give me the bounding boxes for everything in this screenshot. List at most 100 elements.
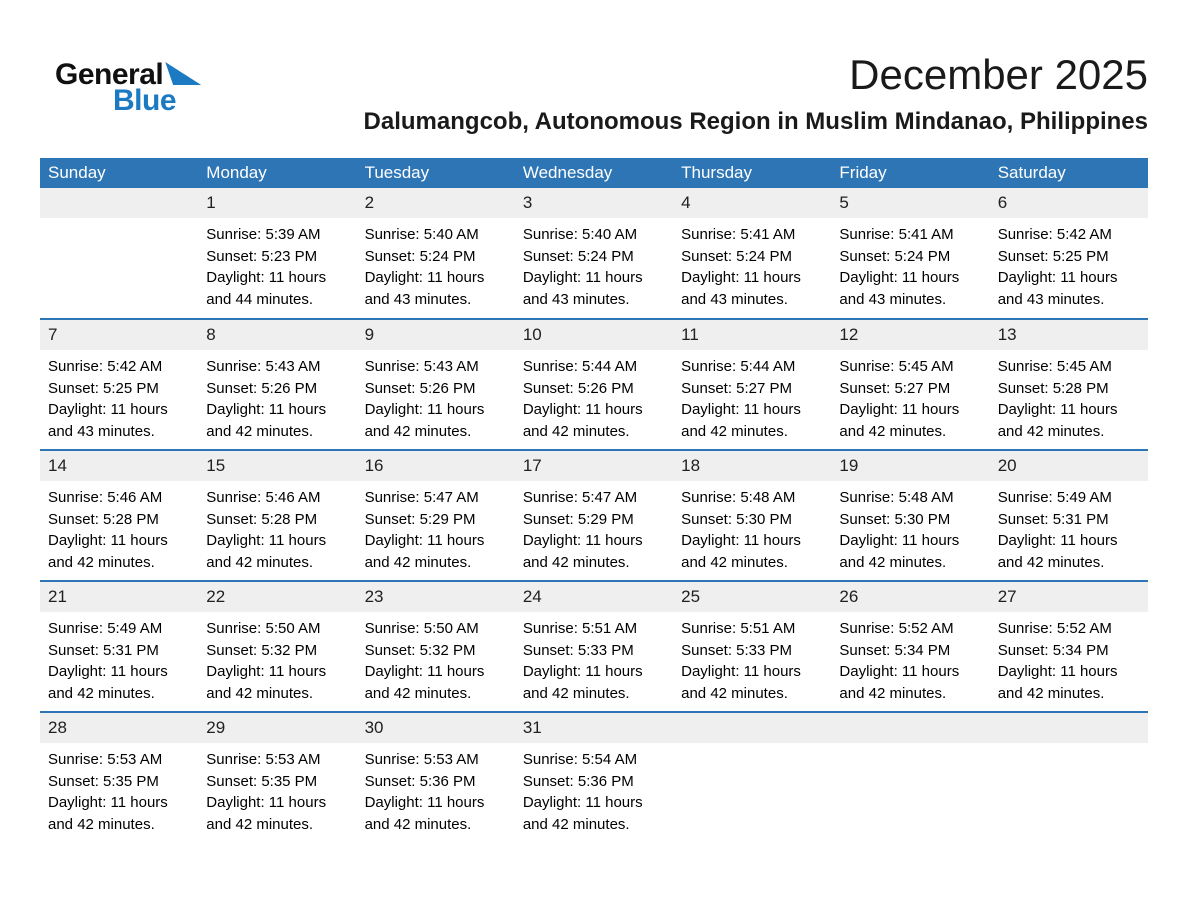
detail-line: Sunrise: 5:39 AM [206, 226, 321, 243]
day-number: 9 [356, 320, 515, 350]
day-cell: 5 Sunrise: 5:41 AM Sunset: 5:24 PM Daylight… [831, 188, 990, 319]
detail-line: Sunrise: 5:49 AM [997, 489, 1112, 506]
day-number: 7 [40, 320, 199, 350]
detail-line: and 42 minutes. [48, 815, 155, 833]
day-details: Sunrise: 5:43 AM Sunset: 5:26 PM Daylight:… [198, 350, 356, 442]
day-number: 5 [831, 188, 990, 218]
detail-line: and 42 minutes. [206, 553, 314, 571]
day-number: 4 [673, 188, 832, 218]
detail-line: Daylight: 11 hours [681, 532, 801, 549]
day-number: 23 [356, 582, 515, 612]
day-details: Sunrise: 5:42 AM Sunset: 5:25 PM Daylight:… [990, 218, 1148, 310]
day-details: Sunrise: 5:40 AM Sunset: 5:24 PM Daylight:… [515, 218, 673, 310]
detail-line: Sunset: 5:30 PM [839, 510, 951, 528]
detail-line: and 43 minutes. [997, 290, 1105, 308]
page-subtitle: Dalumangcob, Autonomous Region in Muslim… [363, 108, 1148, 136]
day-cell: 6 Sunrise: 5:42 AM Sunset: 5:25 PM Daylight… [989, 188, 1148, 319]
day-details: Sunrise: 5:46 AM Sunset: 5:28 PM Daylight:… [198, 481, 356, 573]
empty-day-cell [40, 188, 199, 319]
detail-line: Daylight: 11 hours [206, 401, 327, 418]
day-number: 17 [514, 451, 674, 481]
day-details: Sunrise: 5:49 AM Sunset: 5:31 PM Daylight:… [990, 481, 1148, 573]
detail-line: Sunrise: 5:51 AM [681, 620, 796, 637]
detail-line: Sunset: 5:25 PM [48, 379, 159, 397]
day-number: 24 [514, 582, 674, 612]
detail-line: Sunrise: 5:46 AM [48, 489, 163, 506]
detail-line: Sunrise: 5:40 AM [364, 226, 479, 243]
day-details: Sunrise: 5:46 AM Sunset: 5:28 PM Daylight:… [40, 481, 198, 573]
day-details: Sunrise: 5:41 AM Sunset: 5:24 PM Daylight:… [831, 218, 989, 310]
day-cell: 27 Sunrise: 5:52 AM Sunset: 5:34 PM Dayligh… [989, 581, 1148, 712]
detail-line: Sunset: 5:27 PM [681, 379, 793, 397]
day-details: Sunrise: 5:52 AM Sunset: 5:34 PM Daylight:… [831, 612, 989, 704]
detail-line: Sunrise: 5:42 AM [48, 358, 163, 375]
detail-line: Daylight: 11 hours [364, 401, 485, 418]
day-number: 25 [673, 582, 832, 612]
detail-line: Sunrise: 5:52 AM [997, 620, 1112, 637]
detail-line: and 42 minutes. [206, 815, 314, 833]
detail-line: Daylight: 11 hours [522, 794, 643, 811]
detail-line: and 42 minutes. [839, 422, 947, 440]
detail-line: Daylight: 11 hours [522, 269, 643, 286]
day-cell: 21 Sunrise: 5:49 AM Sunset: 5:31 PM Dayligh… [40, 581, 199, 712]
day-details: Sunrise: 5:42 AM Sunset: 5:25 PM Daylight:… [40, 350, 198, 442]
detail-line: Sunrise: 5:40 AM [522, 226, 638, 243]
day-cell: 17 Sunrise: 5:47 AM Sunset: 5:29 PM Dayligh… [514, 450, 674, 581]
detail-line: Daylight: 11 hours [839, 663, 960, 680]
detail-line: Sunset: 5:23 PM [206, 247, 318, 265]
day-details: Sunrise: 5:40 AM Sunset: 5:24 PM Daylight:… [357, 218, 515, 310]
day-details: Sunrise: 5:44 AM Sunset: 5:26 PM Daylight:… [515, 350, 673, 442]
day-details: Sunrise: 5:47 AM Sunset: 5:29 PM Daylight:… [515, 481, 673, 573]
detail-line: Sunrise: 5:53 AM [48, 751, 163, 768]
day-details: Sunrise: 5:50 AM Sunset: 5:32 PM Daylight:… [357, 612, 515, 704]
detail-line: Sunrise: 5:54 AM [522, 751, 638, 768]
day-cell: 16 Sunrise: 5:47 AM Sunset: 5:29 PM Dayligh… [356, 450, 515, 581]
day-details: Sunrise: 5:48 AM Sunset: 5:30 PM Daylight:… [673, 481, 831, 573]
day-number: 31 [514, 713, 674, 743]
detail-line: Daylight: 11 hours [364, 532, 485, 549]
day-details: Sunrise: 5:49 AM Sunset: 5:31 PM Daylight:… [40, 612, 198, 704]
detail-line: and 42 minutes. [364, 815, 472, 833]
detail-line: Sunset: 5:33 PM [681, 641, 793, 659]
detail-line: Daylight: 11 hours [48, 663, 168, 680]
day-details: Sunrise: 5:47 AM Sunset: 5:29 PM Daylight:… [357, 481, 515, 573]
detail-line: and 42 minutes. [206, 684, 314, 702]
day-cell: 14 Sunrise: 5:46 AM Sunset: 5:28 PM Dayligh… [40, 450, 199, 581]
detail-line: and 43 minutes. [48, 422, 155, 440]
detail-line: Sunset: 5:26 PM [522, 379, 634, 397]
day-details: Sunrise: 5:52 AM Sunset: 5:34 PM Daylight:… [990, 612, 1148, 704]
detail-line: Sunset: 5:25 PM [997, 247, 1109, 265]
detail-line: Sunrise: 5:41 AM [681, 226, 796, 243]
detail-line: Sunrise: 5:53 AM [206, 751, 321, 768]
detail-line: and 42 minutes. [48, 553, 155, 571]
logo-text-general: General [55, 58, 164, 91]
day-details: Sunrise: 5:51 AM Sunset: 5:33 PM Daylight:… [673, 612, 831, 704]
detail-line: Daylight: 11 hours [839, 269, 960, 286]
day-number: 19 [831, 451, 990, 481]
weekday-header-wednesday: Wednesday [514, 158, 674, 188]
detail-line: Sunrise: 5:44 AM [681, 358, 796, 375]
detail-line: and 42 minutes. [839, 684, 947, 702]
detail-line: Daylight: 11 hours [997, 269, 1118, 286]
empty-day-cell [673, 712, 832, 843]
detail-line: Sunset: 5:36 PM [364, 772, 476, 790]
day-cell: 4 Sunrise: 5:41 AM Sunset: 5:24 PM Daylight… [673, 188, 832, 319]
detail-line: Sunrise: 5:45 AM [839, 358, 954, 375]
week-row: 1 Sunrise: 5:39 AM Sunset: 5:23 PM Daylight… [40, 188, 1148, 319]
detail-line: Sunrise: 5:42 AM [997, 226, 1112, 243]
day-cell: 30 Sunrise: 5:53 AM Sunset: 5:36 PM Dayligh… [356, 712, 515, 843]
page-title: December 2025 [849, 51, 1148, 98]
detail-line: Sunset: 5:24 PM [364, 247, 476, 265]
detail-line: Sunset: 5:24 PM [681, 247, 793, 265]
day-number: 10 [514, 320, 674, 350]
day-number: 20 [989, 451, 1148, 481]
detail-line: Sunrise: 5:49 AM [48, 620, 163, 637]
day-details: Sunrise: 5:43 AM Sunset: 5:26 PM Daylight:… [357, 350, 515, 442]
day-cell: 15 Sunrise: 5:46 AM Sunset: 5:28 PM Dayligh… [198, 450, 357, 581]
day-number [40, 188, 199, 218]
day-cell: 9 Sunrise: 5:43 AM Sunset: 5:26 PM Daylight… [356, 319, 515, 450]
detail-line: and 42 minutes. [681, 553, 788, 571]
detail-line: and 43 minutes. [364, 290, 472, 308]
detail-line: Daylight: 11 hours [522, 401, 643, 418]
detail-line: and 42 minutes. [522, 684, 630, 702]
